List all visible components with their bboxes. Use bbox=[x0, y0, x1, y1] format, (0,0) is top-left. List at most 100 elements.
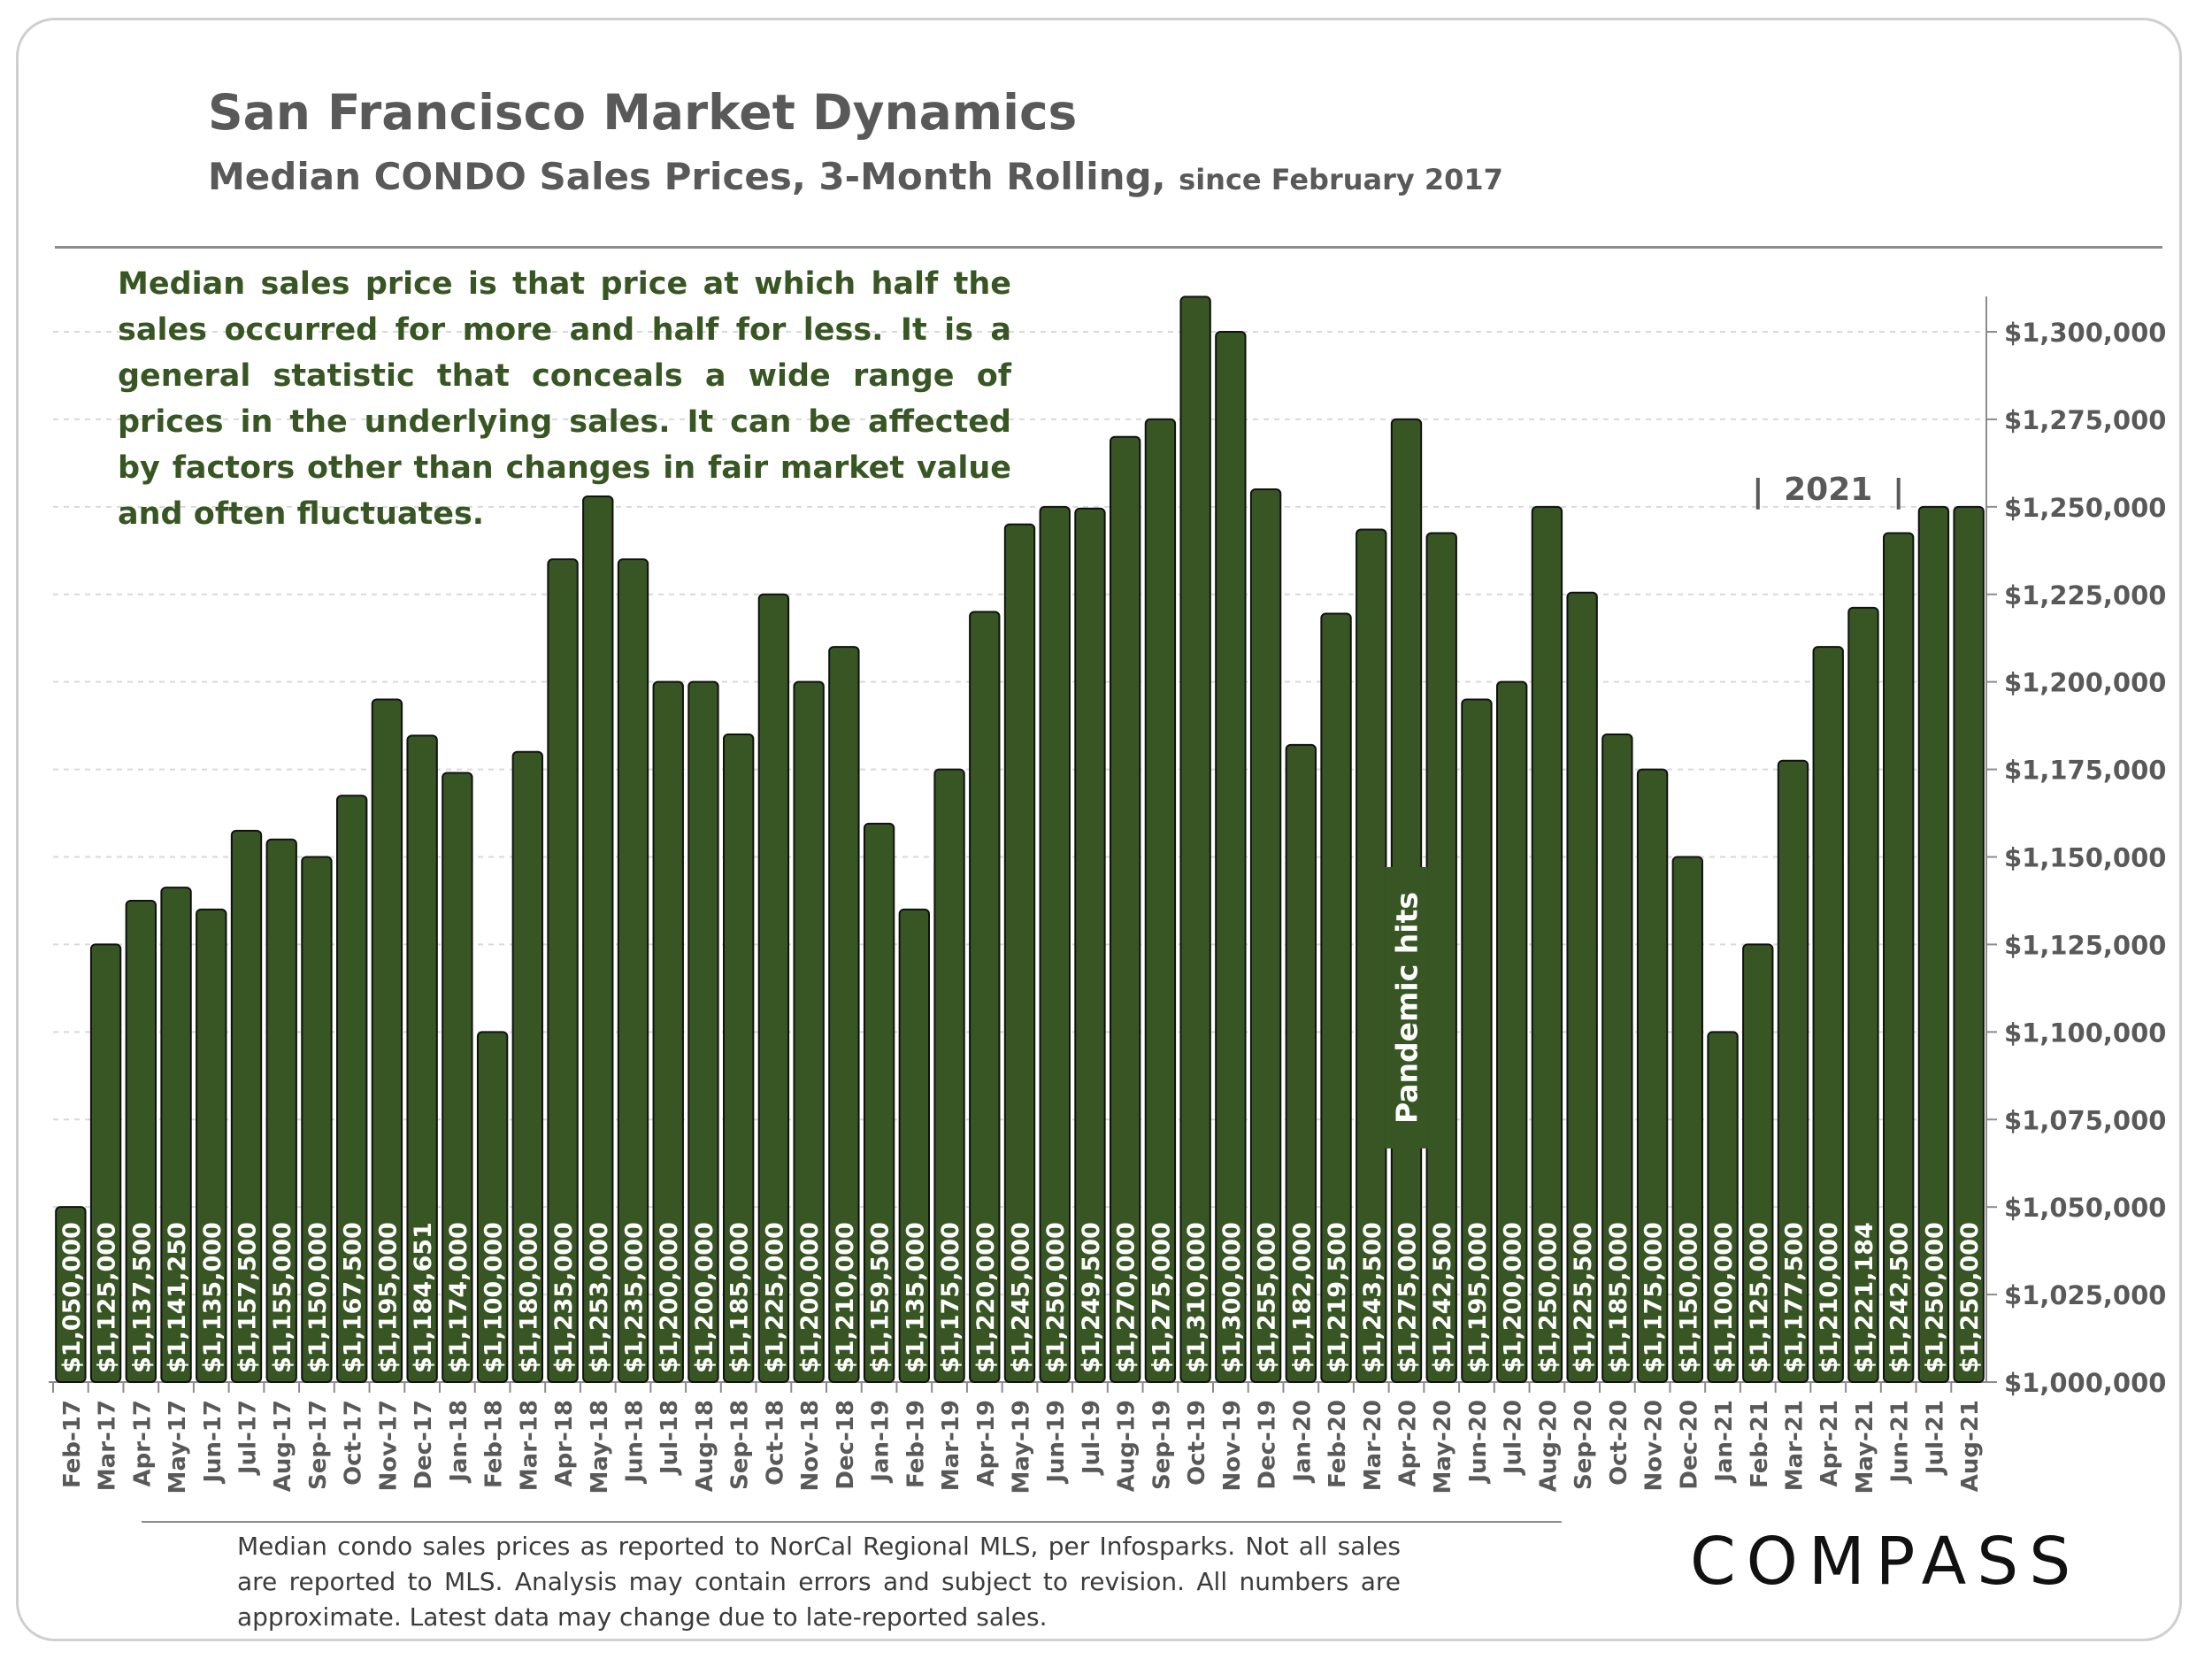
bar bbox=[547, 558, 579, 1383]
bar bbox=[1636, 768, 1669, 1383]
year-marker-left: | bbox=[1752, 473, 1763, 510]
bar bbox=[55, 1206, 87, 1383]
x-tick-label: Aug-18 bbox=[692, 1400, 718, 1492]
bar bbox=[1285, 743, 1317, 1383]
y-tick-label: $1,000,000 bbox=[2004, 1368, 2166, 1398]
bar bbox=[1601, 733, 1633, 1383]
bar-value-label: $1,159,500 bbox=[867, 1222, 895, 1373]
bar-value-label: $1,253,000 bbox=[586, 1222, 613, 1373]
pandemic-label-box bbox=[1385, 867, 1428, 1148]
bar bbox=[1109, 435, 1141, 1384]
bar-value-label: $1,195,000 bbox=[1464, 1222, 1492, 1373]
x-tick-label: Oct-18 bbox=[762, 1400, 788, 1486]
bar-value-label: $1,174,000 bbox=[445, 1222, 472, 1373]
x-tick-label: Mar-20 bbox=[1360, 1400, 1386, 1491]
x-tick-label: Jul-21 bbox=[1922, 1400, 1948, 1476]
x-tick-label: Jul-20 bbox=[1501, 1400, 1527, 1476]
bar-value-label: $1,275,000 bbox=[1394, 1222, 1422, 1373]
bar-value-label: $1,242,500 bbox=[1886, 1222, 1914, 1373]
x-tick-label: Jun-18 bbox=[622, 1400, 649, 1485]
bar-value-label: $1,184,651 bbox=[410, 1222, 437, 1373]
bar-value-label: $1,141,250 bbox=[164, 1222, 191, 1373]
bar-value-label: $1,249,500 bbox=[1078, 1222, 1105, 1373]
y-tick-label: $1,300,000 bbox=[2004, 318, 2166, 348]
bar-value-label: $1,125,000 bbox=[1746, 1222, 1773, 1373]
x-tick-label: Oct-17 bbox=[341, 1400, 367, 1486]
bar bbox=[757, 593, 790, 1383]
bar-value-label: $1,195,000 bbox=[374, 1222, 402, 1373]
x-tick-label: Oct-20 bbox=[1606, 1400, 1632, 1486]
chart-title: San Francisco Market Dynamics bbox=[208, 84, 1078, 141]
bar-value-label: $1,137,500 bbox=[128, 1222, 156, 1373]
bar bbox=[793, 680, 825, 1383]
x-tick-label: Jun-21 bbox=[1887, 1400, 1914, 1485]
bar-value-label: $1,243,500 bbox=[1359, 1222, 1386, 1373]
bar bbox=[1215, 331, 1247, 1383]
y-tick-label: $1,225,000 bbox=[2004, 580, 2166, 611]
x-tick-label: May-20 bbox=[1430, 1400, 1456, 1494]
bar-value-label: $1,185,000 bbox=[1605, 1222, 1632, 1373]
bar bbox=[442, 772, 473, 1383]
x-tick-label: Sep-17 bbox=[305, 1400, 332, 1490]
bar bbox=[1003, 523, 1036, 1383]
bar bbox=[230, 829, 263, 1383]
year-2021-annotation: 2021 bbox=[1784, 472, 1872, 508]
x-tick-label: Nov-19 bbox=[1219, 1400, 1246, 1492]
bar bbox=[617, 558, 649, 1383]
bar bbox=[1039, 505, 1071, 1383]
bar bbox=[511, 750, 544, 1383]
x-tick-label: Feb-18 bbox=[481, 1400, 508, 1488]
bar bbox=[1777, 759, 1809, 1383]
x-tick-label: Mar-18 bbox=[516, 1400, 542, 1491]
compass-logo: COMPASS bbox=[1690, 1524, 2082, 1600]
bar bbox=[1707, 1031, 1739, 1384]
bar-value-label: $1,050,000 bbox=[58, 1222, 86, 1373]
x-tick-label: Dec-19 bbox=[1255, 1400, 1281, 1490]
year-marker-right: | bbox=[1893, 473, 1904, 510]
x-tick-label: Jul-19 bbox=[1079, 1400, 1105, 1476]
header-divider bbox=[55, 246, 2162, 249]
x-tick-label: Aug-20 bbox=[1535, 1400, 1562, 1492]
bar-value-label: $1,242,500 bbox=[1429, 1222, 1456, 1373]
x-tick-label: Nov-20 bbox=[1641, 1400, 1668, 1492]
bar bbox=[125, 899, 157, 1383]
bar bbox=[1531, 505, 1563, 1383]
bar bbox=[1847, 606, 1879, 1383]
bar bbox=[969, 611, 1001, 1383]
bar-value-label: $1,157,500 bbox=[234, 1222, 262, 1373]
bar-value-label: $1,167,500 bbox=[340, 1222, 367, 1373]
x-tick-label: Sep-18 bbox=[727, 1400, 754, 1490]
bar-value-label: $1,135,000 bbox=[902, 1222, 929, 1373]
bar-value-label: $1,185,000 bbox=[726, 1222, 754, 1373]
bar-value-label: $1,100,000 bbox=[480, 1222, 508, 1373]
bar-value-label: $1,310,000 bbox=[1183, 1222, 1210, 1373]
bar bbox=[1882, 532, 1915, 1383]
x-tick-label: Feb-19 bbox=[902, 1400, 929, 1488]
bar-value-label: $1,135,000 bbox=[199, 1222, 227, 1373]
x-tick-label: Aug-21 bbox=[1957, 1400, 1984, 1492]
bar bbox=[828, 646, 860, 1383]
bar bbox=[722, 733, 755, 1383]
bar bbox=[160, 887, 192, 1383]
bar bbox=[1144, 418, 1177, 1384]
bar-value-label: $1,155,000 bbox=[269, 1222, 296, 1373]
x-tick-label: Apr-18 bbox=[551, 1400, 578, 1487]
bar bbox=[265, 838, 297, 1383]
bar bbox=[335, 795, 368, 1383]
x-tick-label: Oct-19 bbox=[1184, 1400, 1210, 1486]
y-tick-label: $1,250,000 bbox=[2004, 493, 2166, 523]
x-tick-label: Jan-19 bbox=[868, 1400, 895, 1484]
bar bbox=[1179, 296, 1211, 1383]
bar-value-label: $1,235,000 bbox=[550, 1222, 578, 1373]
pandemic-annotation: Pandemic hits bbox=[1390, 892, 1425, 1124]
x-tick-label: Sep-19 bbox=[1148, 1400, 1175, 1490]
bar-value-label: $1,177,500 bbox=[1781, 1222, 1809, 1373]
bar-value-label: $1,100,000 bbox=[1710, 1222, 1738, 1373]
bar-value-label: $1,300,000 bbox=[1218, 1222, 1246, 1373]
x-tick-label: Jul-17 bbox=[235, 1400, 262, 1476]
x-tick-label: May-19 bbox=[1009, 1400, 1035, 1494]
bar-value-label: $1,200,000 bbox=[691, 1222, 718, 1373]
x-tick-label: Feb-20 bbox=[1325, 1400, 1351, 1488]
x-tick-label: Feb-17 bbox=[59, 1400, 86, 1488]
bar-value-label: $1,180,000 bbox=[515, 1222, 542, 1373]
